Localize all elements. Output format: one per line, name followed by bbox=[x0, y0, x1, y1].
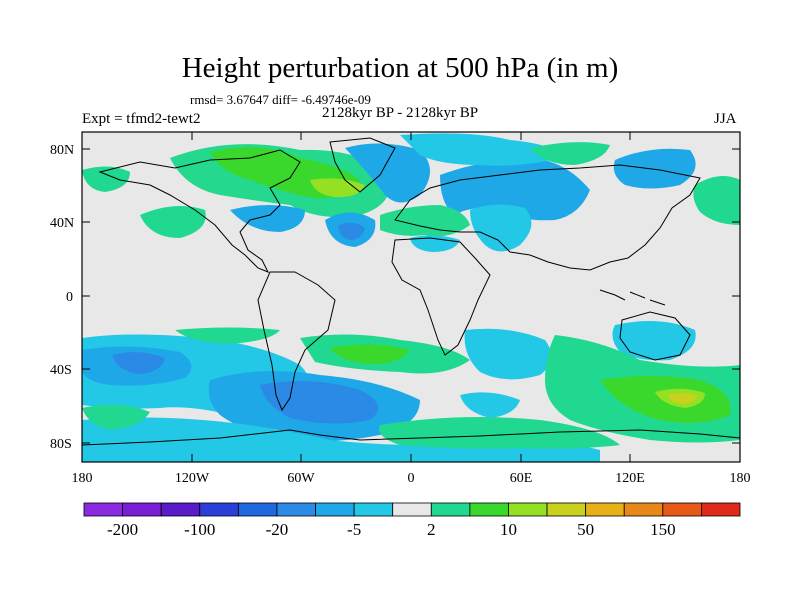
contour-green-europe bbox=[380, 205, 470, 237]
y-tick-label: 40N bbox=[50, 216, 74, 231]
contour-cyan-southern-ocean bbox=[82, 417, 600, 462]
x-tick-labels: 180 120W 60W 0 60E 120E 180 bbox=[72, 471, 751, 486]
coastline-europe-asia bbox=[394, 164, 701, 271]
y-tick-label: 40S bbox=[50, 363, 72, 378]
colorbar-swatch bbox=[83, 502, 123, 517]
coastline-indonesia bbox=[599, 289, 666, 306]
chart-title: Height perturbation at 500 hPa (in m) bbox=[181, 52, 619, 84]
coastline-south-america bbox=[257, 271, 336, 412]
colorbar-labels: -200 -100 -20 -5 2 10 50 150 bbox=[107, 520, 676, 539]
colorbar-swatch bbox=[237, 502, 278, 517]
x-tick-label: 120E bbox=[615, 471, 645, 486]
colorbar-swatch bbox=[315, 502, 355, 517]
coastlines bbox=[82, 137, 740, 446]
map-panel bbox=[82, 132, 740, 462]
colorbar bbox=[83, 502, 741, 517]
colorbar-label: 2 bbox=[427, 520, 436, 539]
stats-label: rmsd= 3.67647 diff= -6.49746e-09 bbox=[190, 92, 371, 107]
colorbar-label: 50 bbox=[577, 520, 594, 539]
colorbar-swatch bbox=[353, 502, 394, 517]
colorbar-label: -5 bbox=[347, 520, 361, 539]
contour-cyan-mediterranean bbox=[410, 235, 460, 252]
contour-lightgreen-south-atlantic bbox=[330, 344, 410, 365]
contour-green-far-south-pacific bbox=[82, 404, 150, 430]
colorbar-label: -100 bbox=[184, 520, 215, 539]
x-tick-label: 180 bbox=[72, 471, 93, 486]
colorbar-label: 10 bbox=[500, 520, 517, 539]
period-label: 2128kyr BP - 2128kyr BP bbox=[322, 105, 479, 121]
contour-cyan-arctic bbox=[400, 133, 560, 166]
contour-green-pacific-east bbox=[693, 176, 740, 225]
coastline-africa bbox=[391, 237, 491, 356]
colorbar-swatch bbox=[701, 502, 741, 517]
coastline-greenland bbox=[329, 137, 396, 193]
colorbar-swatch bbox=[662, 502, 702, 517]
colorbar-swatch bbox=[546, 502, 587, 517]
contour-cyan-australia bbox=[612, 321, 696, 361]
contour-darkblue-south-america bbox=[260, 381, 378, 424]
contour-green-antarctic bbox=[379, 416, 620, 449]
contour-green-arctic-east bbox=[530, 142, 610, 165]
contour-green-north-pacific bbox=[140, 206, 206, 238]
colorbar-swatch bbox=[122, 502, 162, 517]
y-tick-label: 80N bbox=[50, 143, 74, 158]
contour-cyan-indian-ocean bbox=[464, 328, 552, 380]
colorbar-label: 150 bbox=[650, 520, 676, 539]
x-tick-label: 120W bbox=[175, 471, 210, 486]
colorbar-swatch bbox=[160, 502, 201, 517]
colorbar-swatch bbox=[585, 502, 625, 517]
x-tick-label: 60E bbox=[510, 471, 533, 486]
colorbar-swatch bbox=[276, 502, 316, 517]
contour-blue-east-asia bbox=[613, 148, 696, 189]
contour-blue-greenland bbox=[345, 143, 430, 203]
contour-cyan-south-atlantic-small bbox=[460, 392, 520, 418]
contour-blue-eurasia-north bbox=[440, 158, 590, 221]
colorbar-swatch bbox=[623, 502, 664, 517]
colorbar-swatch bbox=[199, 502, 239, 517]
contour-darkblue-atlantic-mid bbox=[338, 222, 365, 240]
x-tick-label: 60W bbox=[287, 471, 315, 486]
colorbar-swatch bbox=[430, 502, 471, 517]
x-tick-label: 180 bbox=[730, 471, 751, 486]
contour-darkblue-south-pacific bbox=[112, 352, 165, 374]
contour-yellow-south-pacific-west bbox=[668, 393, 697, 404]
contour-cyan-central-asia bbox=[470, 204, 532, 252]
y-axis bbox=[82, 148, 740, 444]
colorbar-swatch bbox=[469, 502, 509, 517]
y-tick-label: 80S bbox=[50, 437, 72, 452]
colorbar-swatch bbox=[392, 502, 432, 517]
contour-yellowgreen-north-america bbox=[310, 178, 365, 198]
y-tick-labels: 80N 40N 0 40S 80S bbox=[50, 143, 74, 452]
contour-blue-atlantic-north bbox=[230, 205, 305, 232]
experiment-label: Expt = tfmd2-tewt2 bbox=[82, 111, 201, 127]
contour-green-pacific-west bbox=[82, 166, 130, 192]
coastline-north-america bbox=[98, 149, 301, 273]
y-tick-label: 0 bbox=[66, 290, 73, 305]
x-axis bbox=[81, 132, 741, 462]
coastline-antarctica bbox=[82, 429, 740, 446]
colorbar-label: -20 bbox=[266, 520, 289, 539]
season-label: JJA bbox=[714, 111, 737, 127]
coastline-australia bbox=[619, 311, 691, 361]
contour-green-pacific-top bbox=[175, 327, 280, 344]
sh-field bbox=[82, 321, 740, 462]
colorbar-swatch bbox=[508, 502, 548, 517]
x-tick-label: 0 bbox=[408, 471, 415, 486]
colorbar-label: -200 bbox=[107, 520, 138, 539]
